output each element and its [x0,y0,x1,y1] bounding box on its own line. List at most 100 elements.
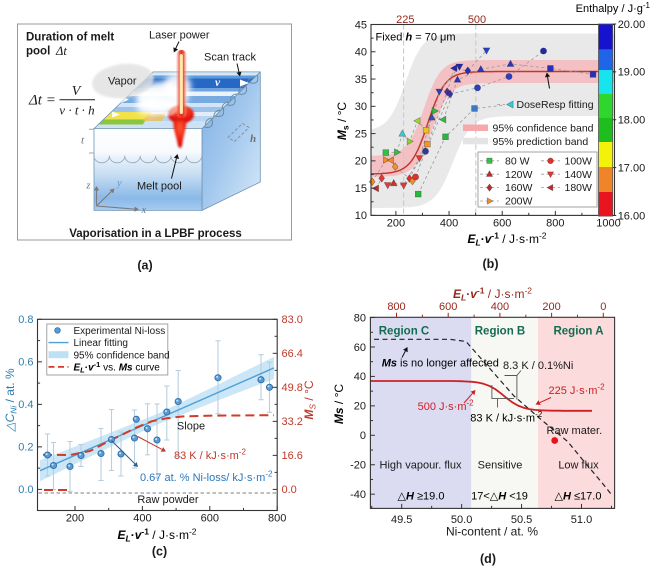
svg-text:160W: 160W [505,182,533,194]
svg-text:50.0: 50.0 [451,514,472,526]
svg-text:EL·v-1 / J·s·m-2: EL·v-1 / J·s·m-2 [467,231,546,248]
svg-text:400: 400 [440,218,458,230]
svg-text:(b): (b) [483,257,499,271]
svg-text:High vapour. flux: High vapour. flux [380,460,462,472]
svg-text:v: v [215,77,221,89]
svg-text:200: 200 [66,513,84,525]
svg-text:83 K / kJ·s·m-2: 83 K / kJ·s·m-2 [174,448,246,463]
svg-text:600: 600 [439,301,457,313]
svg-text:y: y [116,178,122,189]
svg-text:0: 0 [600,301,606,313]
svg-text:500 J·s·m-2: 500 J·s·m-2 [418,399,475,414]
svg-text:225 J·s·m-2: 225 J·s·m-2 [549,383,606,398]
svg-text:30: 30 [355,101,367,113]
svg-text:16.6: 16.6 [282,450,303,462]
svg-text:△CNi / at. %: △CNi / at. % [3,368,19,433]
svg-text:pool: pool [26,46,50,58]
svg-text:600: 600 [493,218,511,230]
svg-text:Laser power: Laser power [149,30,210,42]
svg-text:Enthalpy / J·g-1: Enthalpy / J·g-1 [576,1,650,15]
svg-text:40: 40 [355,47,367,59]
svg-text:100W: 100W [565,155,593,167]
svg-text:120W: 120W [505,169,533,181]
svg-text:△H ≥19.0: △H ≥19.0 [398,491,445,503]
svg-text:Region A: Region A [553,326,603,338]
svg-text:400: 400 [491,301,509,313]
svg-text:66.4: 66.4 [282,348,303,360]
svg-text:17.00: 17.00 [618,162,646,174]
svg-text:95% confidence band: 95% confidence band [493,123,594,135]
svg-text:0.0: 0.0 [282,484,297,496]
svg-text:(a): (a) [137,259,152,273]
svg-text:50.5: 50.5 [511,514,532,526]
svg-text:18.00: 18.00 [618,115,646,127]
svg-text:Sensitive: Sensitive [478,460,523,472]
svg-text:15: 15 [355,183,367,195]
svg-text:EL·v-1 / J·s·m-2: EL·v-1 / J·s·m-2 [117,527,196,544]
svg-text:Slope: Slope [177,421,205,433]
svg-text:Raw powder: Raw powder [137,494,198,506]
svg-text:600: 600 [201,513,219,525]
svg-text:Ms is no longer affected: Ms is no longer affected [382,358,499,370]
svg-text:35: 35 [355,74,367,86]
svg-text:-20: -20 [350,460,366,472]
svg-text:500: 500 [468,14,486,26]
svg-text:0.0: 0.0 [18,484,33,496]
svg-text:Raw mater.: Raw mater. [547,425,603,437]
svg-text:95% confidence band: 95% confidence band [74,350,170,361]
svg-text:200: 200 [542,301,560,313]
svg-text:Melt pool: Melt pool [137,181,182,193]
svg-text:Ms / °C: Ms / °C [332,384,346,424]
svg-text:EL·v-1 / J·s·m-2: EL·v-1 / J·s·m-2 [453,286,532,303]
svg-text:x: x [141,205,147,216]
svg-text:83.0: 83.0 [282,314,303,326]
svg-text:33.2: 33.2 [282,416,303,428]
svg-text:Region C: Region C [379,326,429,338]
svg-text:200: 200 [387,218,405,230]
svg-text:80 W: 80 W [505,155,530,167]
svg-text:Vaporisation in a LPBF process: Vaporisation in a LPBF process [69,228,242,240]
svg-text:0.67 at. % Ni-loss/ kJ·s·m-2: 0.67 at. % Ni-loss/ kJ·s·m-2 [140,470,273,485]
svg-text:Fixed h = 70 μm: Fixed h = 70 μm [376,32,456,44]
svg-text:v · t · h: v · t · h [59,103,94,118]
svg-text:t: t [81,135,85,147]
svg-text:0.6: 0.6 [18,357,33,369]
svg-text:MS / °C: MS / °C [302,380,318,419]
svg-text:51.0: 51.0 [571,514,592,526]
svg-text:140W: 140W [565,169,593,181]
svg-text:45: 45 [355,19,367,31]
svg-text:180W: 180W [565,182,593,194]
svg-text:Ni-content / at. %: Ni-content / at. % [446,525,538,539]
svg-text:40: 40 [354,371,366,383]
svg-text:800: 800 [268,513,286,525]
svg-text:Scan track: Scan track [204,52,256,64]
svg-text:h: h [250,133,256,145]
svg-text:(c): (c) [152,545,167,559]
svg-text:EL·v-1 vs. Ms curve: EL·v-1 vs. Ms curve [74,360,161,375]
svg-text:10: 10 [355,210,367,222]
svg-text:20: 20 [354,401,366,413]
svg-text:800: 800 [387,301,405,313]
svg-text:Vapor: Vapor [108,76,137,88]
svg-text:20.00: 20.00 [618,19,646,31]
svg-text:17<△H <19: 17<△H <19 [471,491,528,503]
svg-text:16.00: 16.00 [618,210,646,222]
svg-text:0.2: 0.2 [18,442,33,454]
svg-text:DoseResp fitting: DoseResp fitting [517,99,594,111]
svg-text:Linear fitting: Linear fitting [74,338,128,349]
svg-text:20: 20 [355,156,367,168]
svg-text:80: 80 [354,312,366,324]
svg-text:49.5: 49.5 [391,514,412,526]
svg-text:△H ≤17.0: △H ≤17.0 [555,491,602,503]
svg-text:Δt: Δt [55,44,67,58]
svg-text:49.8: 49.8 [282,382,303,394]
svg-text:1000: 1000 [596,218,620,230]
svg-text:800: 800 [546,218,564,230]
svg-text:25: 25 [355,128,367,140]
svg-text:0: 0 [360,430,366,442]
svg-text:Region B: Region B [475,326,525,338]
svg-text:Experimental Ni-loss: Experimental Ni-loss [74,326,166,337]
svg-text:400: 400 [133,513,151,525]
svg-text:z: z [85,181,90,192]
svg-text:0.4: 0.4 [18,399,33,411]
